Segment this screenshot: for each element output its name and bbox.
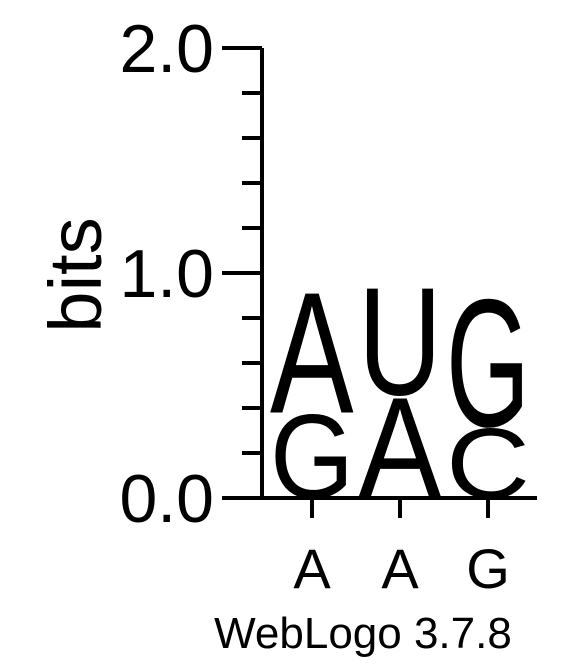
svg-text:U: U (358, 255, 442, 428)
logo-letter-A: A (358, 368, 442, 529)
y-tick-label: 2.0 (119, 11, 214, 87)
svg-text:G: G (270, 391, 354, 524)
footer-version: WebLogo 3.7.8 (214, 609, 512, 658)
logo-letter-G: G (446, 261, 530, 465)
svg-text:G: G (446, 261, 530, 465)
logo-letter-A: A (270, 256, 354, 449)
logo-letter-G: G (270, 391, 354, 524)
x-tick-label: G (466, 537, 510, 600)
x-tick-label: A (293, 537, 331, 600)
logo-letter-C: C (446, 408, 530, 520)
svg-text:A: A (358, 368, 442, 529)
y-tick-label: 1.0 (119, 236, 214, 312)
y-tick-label: 0.0 (119, 461, 214, 537)
svg-text:C: C (446, 408, 530, 520)
x-tick-label: A (381, 537, 419, 600)
logo-letter-U: U (358, 255, 442, 428)
y-axis-label: bits (34, 217, 117, 332)
svg-text:A: A (270, 256, 354, 449)
axes: 0.0 1.0 2.0 (119, 11, 537, 537)
